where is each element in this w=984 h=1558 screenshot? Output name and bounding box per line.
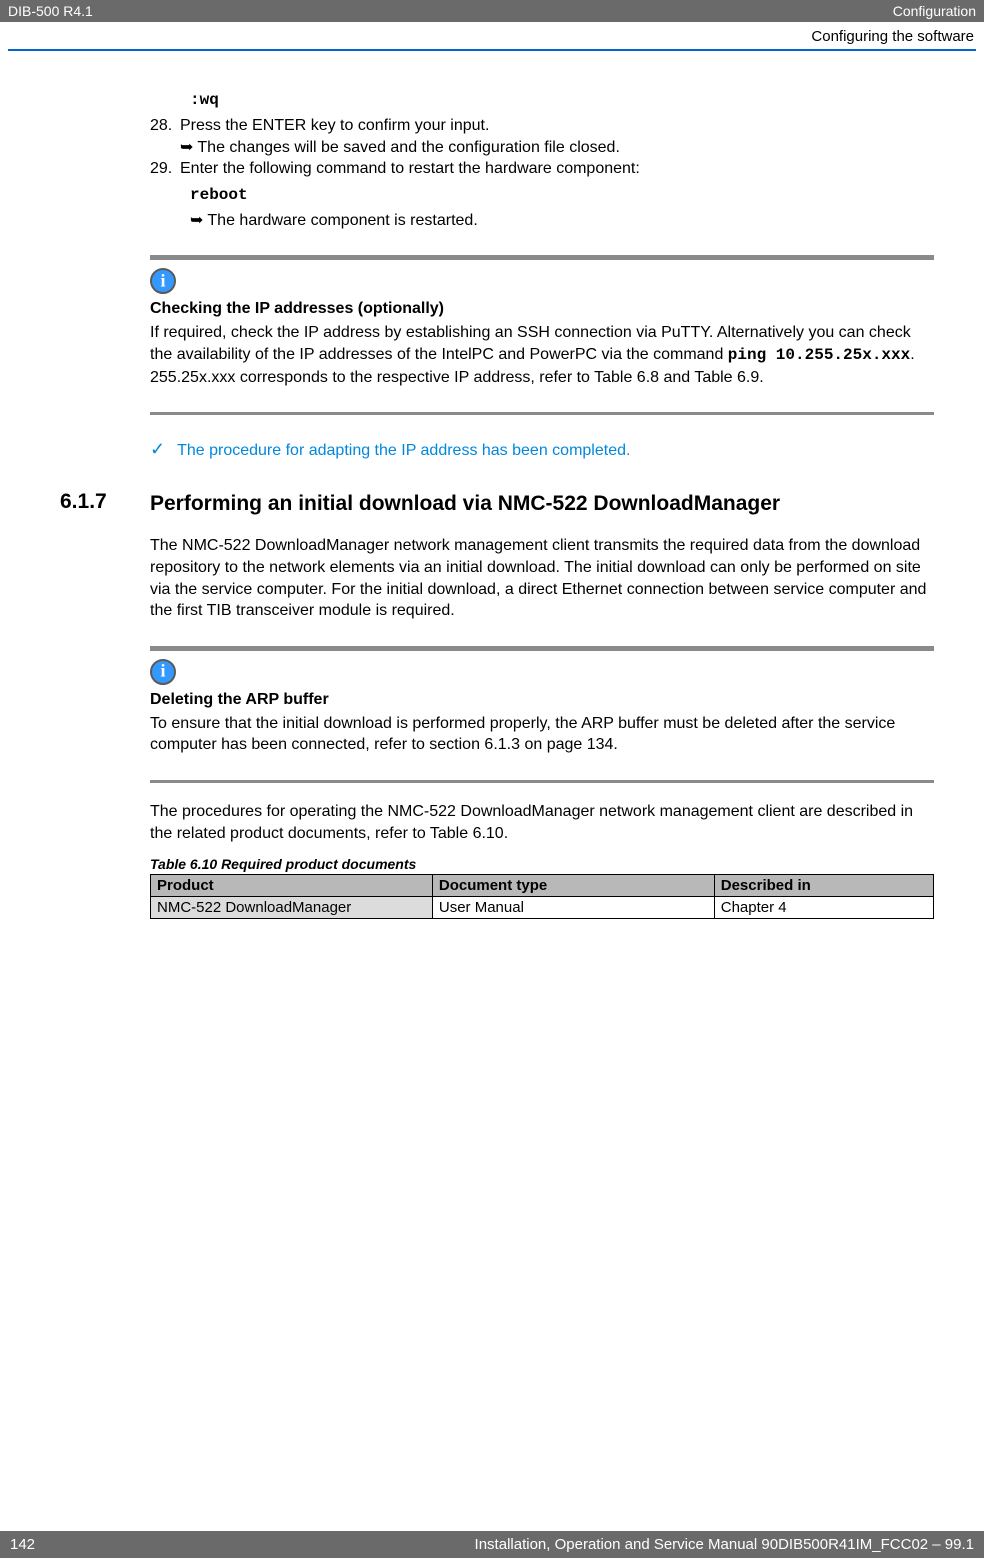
code-wq: :wq xyxy=(190,91,934,109)
header-bar: DIB-500 R4.1 Configuration xyxy=(0,0,984,22)
step-29-result: ➥The hardware component is restarted. xyxy=(190,210,934,232)
note-divider-bottom xyxy=(150,412,934,415)
table-row: NMC-522 DownloadManager User Manual Chap… xyxy=(151,897,934,919)
check-icon: ✓ xyxy=(150,439,165,459)
note1-code: ping 10.255.25x.xxx xyxy=(728,346,910,364)
col-doctype: Document type xyxy=(432,875,714,897)
footer-text: Installation, Operation and Service Manu… xyxy=(475,1536,974,1553)
paragraph-2: The procedures for operating the NMC-522… xyxy=(150,801,934,844)
note-divider-top xyxy=(150,255,934,260)
paragraph-1: The NMC-522 DownloadManager network mana… xyxy=(150,535,934,621)
step-29: 29. Enter the following command to resta… xyxy=(150,158,934,180)
completion-line: ✓ The procedure for adapting the IP addre… xyxy=(150,439,934,460)
footer-bar: 142 Installation, Operation and Service … xyxy=(0,1531,984,1558)
note2-title: Deleting the ARP buffer xyxy=(150,691,934,709)
col-described: Described in xyxy=(714,875,933,897)
col-product: Product xyxy=(151,875,433,897)
code-reboot: reboot xyxy=(190,186,934,204)
arrow-icon: ➥ xyxy=(190,210,203,232)
section-number: 6.1.7 xyxy=(60,490,150,517)
result-text: The changes will be saved and the config… xyxy=(197,139,619,156)
step-28: 28. Press the ENTER key to confirm your … xyxy=(150,115,934,137)
step-number: 28. xyxy=(150,115,180,137)
note1-body: If required, check the IP address by est… xyxy=(150,322,934,388)
section-heading: 6.1.7 Performing an initial download via… xyxy=(60,490,934,517)
step-text: Enter the following command to restart t… xyxy=(180,158,640,180)
table-caption: Table 6.10 Required product documents xyxy=(150,856,934,872)
info-icon xyxy=(150,659,176,685)
note2-body: To ensure that the initial download is p… xyxy=(150,713,934,756)
arrow-icon: ➥ xyxy=(180,137,193,159)
section-title: Performing an initial download via NMC-5… xyxy=(150,490,780,517)
page-content: :wq 28. Press the ENTER key to confirm y… xyxy=(0,91,984,919)
header-right: Configuration xyxy=(893,3,976,19)
step-list: 28. Press the ENTER key to confirm your … xyxy=(150,115,934,180)
step-28-result: ➥The changes will be saved and the confi… xyxy=(180,137,934,159)
step-text: Press the ENTER key to confirm your inpu… xyxy=(180,115,489,137)
header-left: DIB-500 R4.1 xyxy=(8,3,93,19)
cell-described: Chapter 4 xyxy=(714,897,933,919)
note1-title: Checking the IP addresses (optionally) xyxy=(150,300,934,318)
info-icon xyxy=(150,268,176,294)
product-docs-table: Product Document type Described in NMC-5… xyxy=(150,874,934,919)
note2-divider-top xyxy=(150,646,934,651)
subheader: Configuring the software xyxy=(0,22,984,49)
step-number: 29. xyxy=(150,158,180,180)
cell-product: NMC-522 DownloadManager xyxy=(151,897,433,919)
header-divider xyxy=(8,49,976,51)
completion-text: The procedure for adapting the IP addres… xyxy=(177,442,630,459)
table-header-row: Product Document type Described in xyxy=(151,875,934,897)
page-number: 142 xyxy=(10,1536,60,1553)
cell-doctype: User Manual xyxy=(432,897,714,919)
result-text: The hardware component is restarted. xyxy=(207,212,477,229)
note2-divider-bottom xyxy=(150,780,934,783)
